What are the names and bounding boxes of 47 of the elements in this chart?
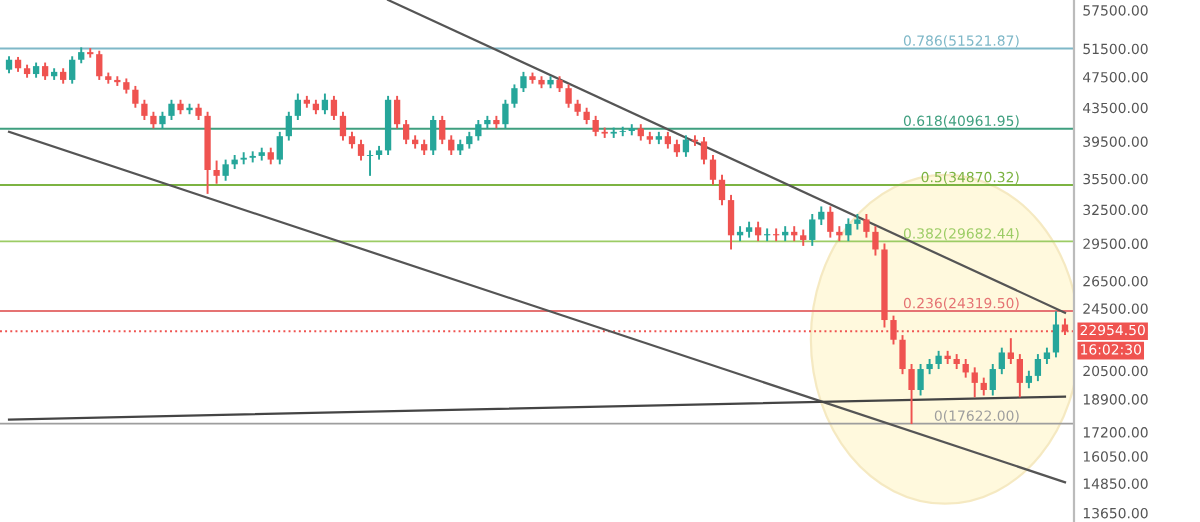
candlestick [971,366,978,399]
candlestick [863,213,870,239]
candlestick [439,114,446,146]
candlestick [809,213,816,247]
candlestick [727,193,735,251]
candlestick [1034,353,1042,383]
candlestick [321,92,329,116]
candlestick [962,358,969,379]
candlestick [475,119,482,142]
candlestick [69,55,76,85]
candlestick [222,158,229,182]
candlestick [872,225,879,257]
candlestick [845,217,852,243]
candlestick [339,110,347,142]
candlestick [430,114,437,156]
candlestick [827,205,834,239]
candlestick [520,70,527,93]
candlestick [294,92,301,121]
candlestick [565,83,572,109]
candlestick [357,138,365,162]
candlestick [1052,310,1060,359]
candlestick [700,136,708,166]
candlestick [366,149,374,177]
candlestick [935,349,942,371]
candlestick [592,114,599,138]
candlestick [989,363,996,397]
candlestick [718,173,726,207]
candlestick [96,49,103,81]
candlestick [402,119,410,146]
candlestick [1007,337,1014,365]
candlestick [502,98,509,130]
candlestick [330,94,338,121]
candlestick [709,154,717,186]
candlestick [141,98,148,121]
candlestick [285,110,292,142]
candlestick [682,134,690,158]
candlestick [1016,353,1024,399]
candlestick [168,98,175,121]
candlestick [511,83,518,109]
candlestick [393,94,401,130]
candlestick [213,159,220,185]
candlestick [908,363,915,426]
candlestick [276,130,283,166]
candlestick [917,363,924,397]
candlestick [998,346,1005,376]
candlestick [132,84,139,109]
candlestick [754,220,762,243]
